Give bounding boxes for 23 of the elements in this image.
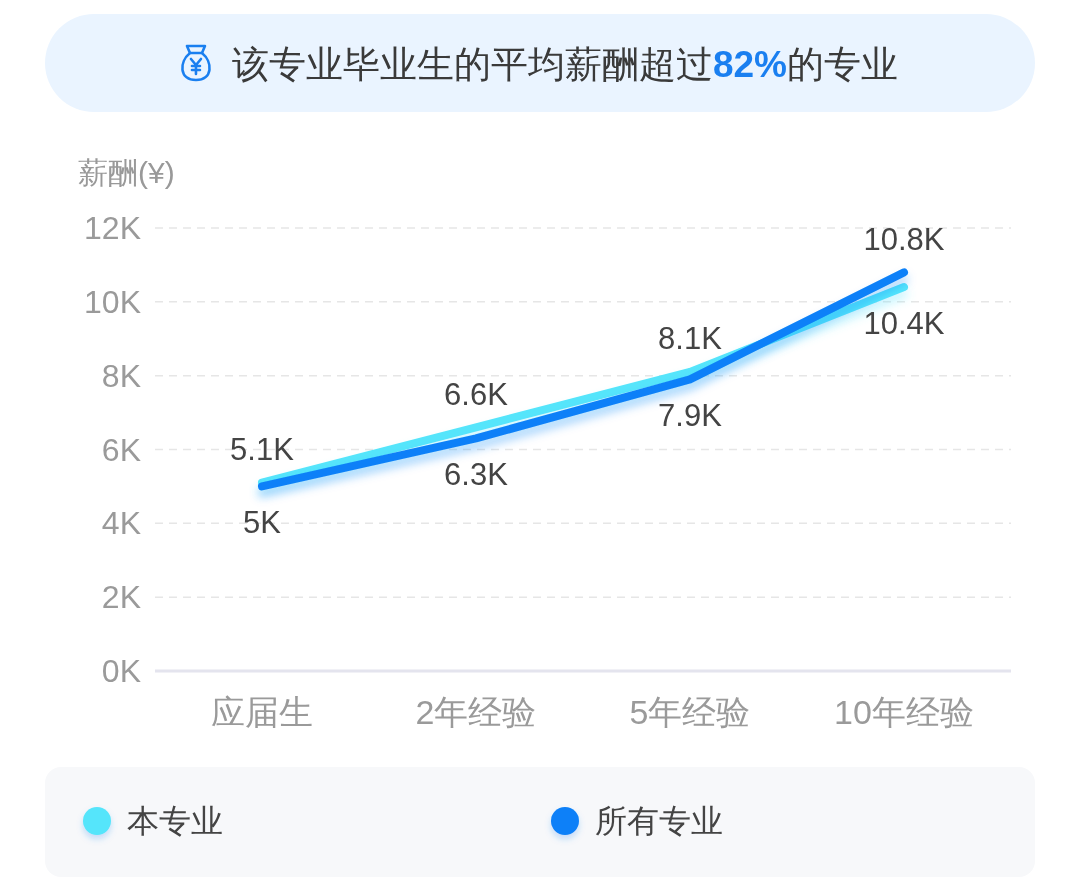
data-label: 8.1K [658, 321, 723, 357]
x-tick-label: 2年经验 [415, 693, 537, 731]
y-axis-title: 薪酬(¥) [78, 155, 175, 189]
data-label: 10.4K [863, 305, 945, 341]
x-tick-label: 应届生 [211, 693, 313, 731]
data-label: 5.1K [230, 432, 295, 468]
data-label: 6.3K [444, 456, 509, 492]
x-tick-label: 10年经验 [834, 693, 974, 731]
y-tick-label: 0K [101, 653, 141, 689]
y-tick-label: 12K [84, 210, 141, 246]
legend-label: 所有专业 [595, 803, 723, 839]
data-label: 7.9K [658, 397, 723, 433]
y-tick-label: 10K [84, 283, 141, 320]
y-tick-label: 6K [101, 431, 141, 468]
y-tick-label: 2K [101, 579, 141, 616]
data-label: 5K [243, 504, 282, 540]
chart-title: 该专业毕业生的平均薪酬超过82%的专业 [231, 43, 899, 85]
y-tick-label: 4K [101, 505, 141, 542]
data-label: 6.6K [444, 376, 509, 412]
x-tick-label: 5年经验 [629, 693, 751, 731]
legend-label: 本专业 [127, 803, 223, 839]
data-label: 10.8K [863, 221, 945, 257]
y-tick-label: 8K [101, 357, 141, 394]
